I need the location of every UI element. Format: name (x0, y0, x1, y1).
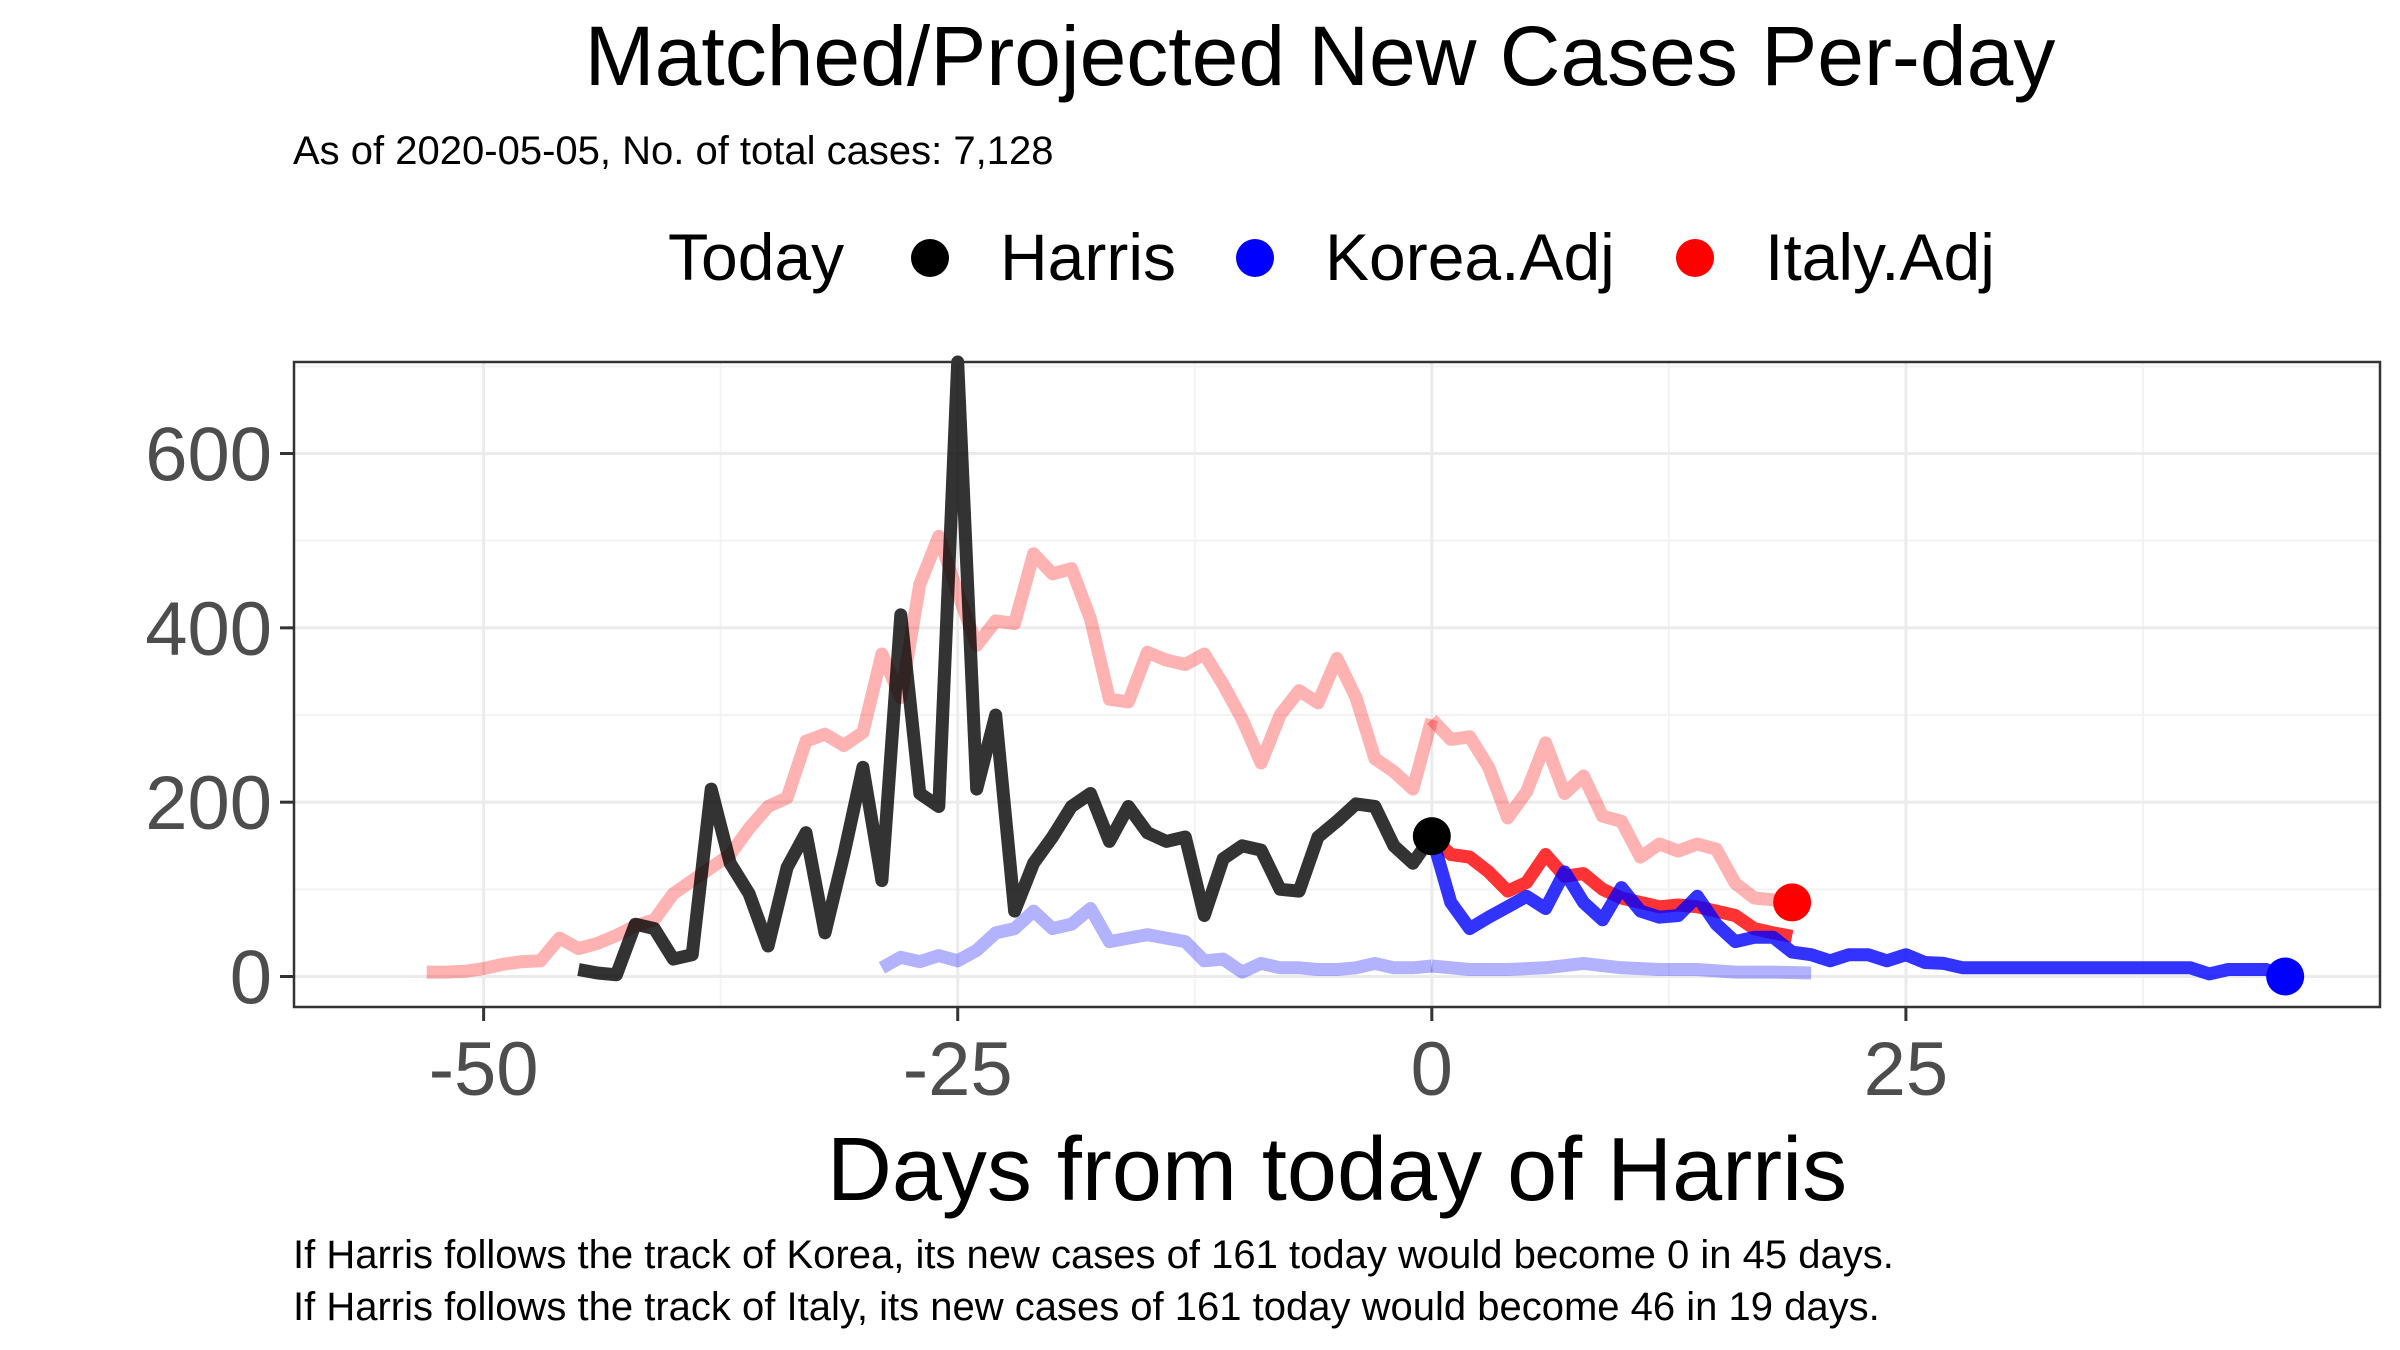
series-line-harris-history (577, 355, 1438, 982)
series-line-korea-adj-matched (1425, 834, 2288, 983)
y-tick-label: 400 (145, 587, 272, 672)
grid (294, 362, 2380, 1007)
x-tick-label: 0 (1411, 1027, 1453, 1112)
x-tick-label: -50 (429, 1027, 539, 1112)
legend-label-harris: Harris (1000, 220, 1176, 294)
marker-harris (1412, 817, 1451, 856)
legend-label-italy: Italy.Adj (1765, 220, 1995, 294)
legend-key-korea (1236, 239, 1274, 277)
x-axis-title: Days from today of Harris (827, 1120, 1847, 1220)
chart-subtitle: As of 2020-05-05, No. of total cases: 7,… (293, 129, 1053, 173)
y-tick-label: 600 (145, 413, 272, 498)
x-tick-label: -25 (903, 1027, 1013, 1112)
series-line-italy-adj-projection (1427, 714, 1795, 913)
axes: -50 -25 0 25 0 200 400 600 (145, 413, 1948, 1112)
legend-key-italy (1676, 239, 1714, 277)
y-tick-label: 0 (230, 935, 272, 1020)
series-line-italy-adj-history (426, 529, 1439, 979)
x-tick-label: 25 (1864, 1027, 1949, 1112)
plot-panel (292, 360, 2382, 1009)
series-line-korea-adj-history (878, 902, 1433, 979)
end-markers (1412, 817, 2305, 996)
series-line-korea-adj-projection (1431, 956, 1812, 980)
legend-label-korea: Korea.Adj (1325, 220, 1615, 294)
series-lines (426, 355, 2288, 983)
y-tick-label: 200 (145, 761, 272, 846)
caption-korea: If Harris follows the track of Korea, it… (293, 1233, 1894, 1277)
legend-key-harris (911, 239, 949, 277)
marker-italy-adj (1773, 883, 1812, 922)
chart-title: Matched/Projected New Cases Per-day (585, 9, 2056, 103)
caption-italy: If Harris follows the track of Italy, it… (293, 1285, 1880, 1329)
marker-korea-adj (2266, 957, 2305, 996)
legend-title: Today (668, 220, 844, 294)
legend: Today Harris Korea.Adj Italy.Adj (668, 220, 1995, 294)
